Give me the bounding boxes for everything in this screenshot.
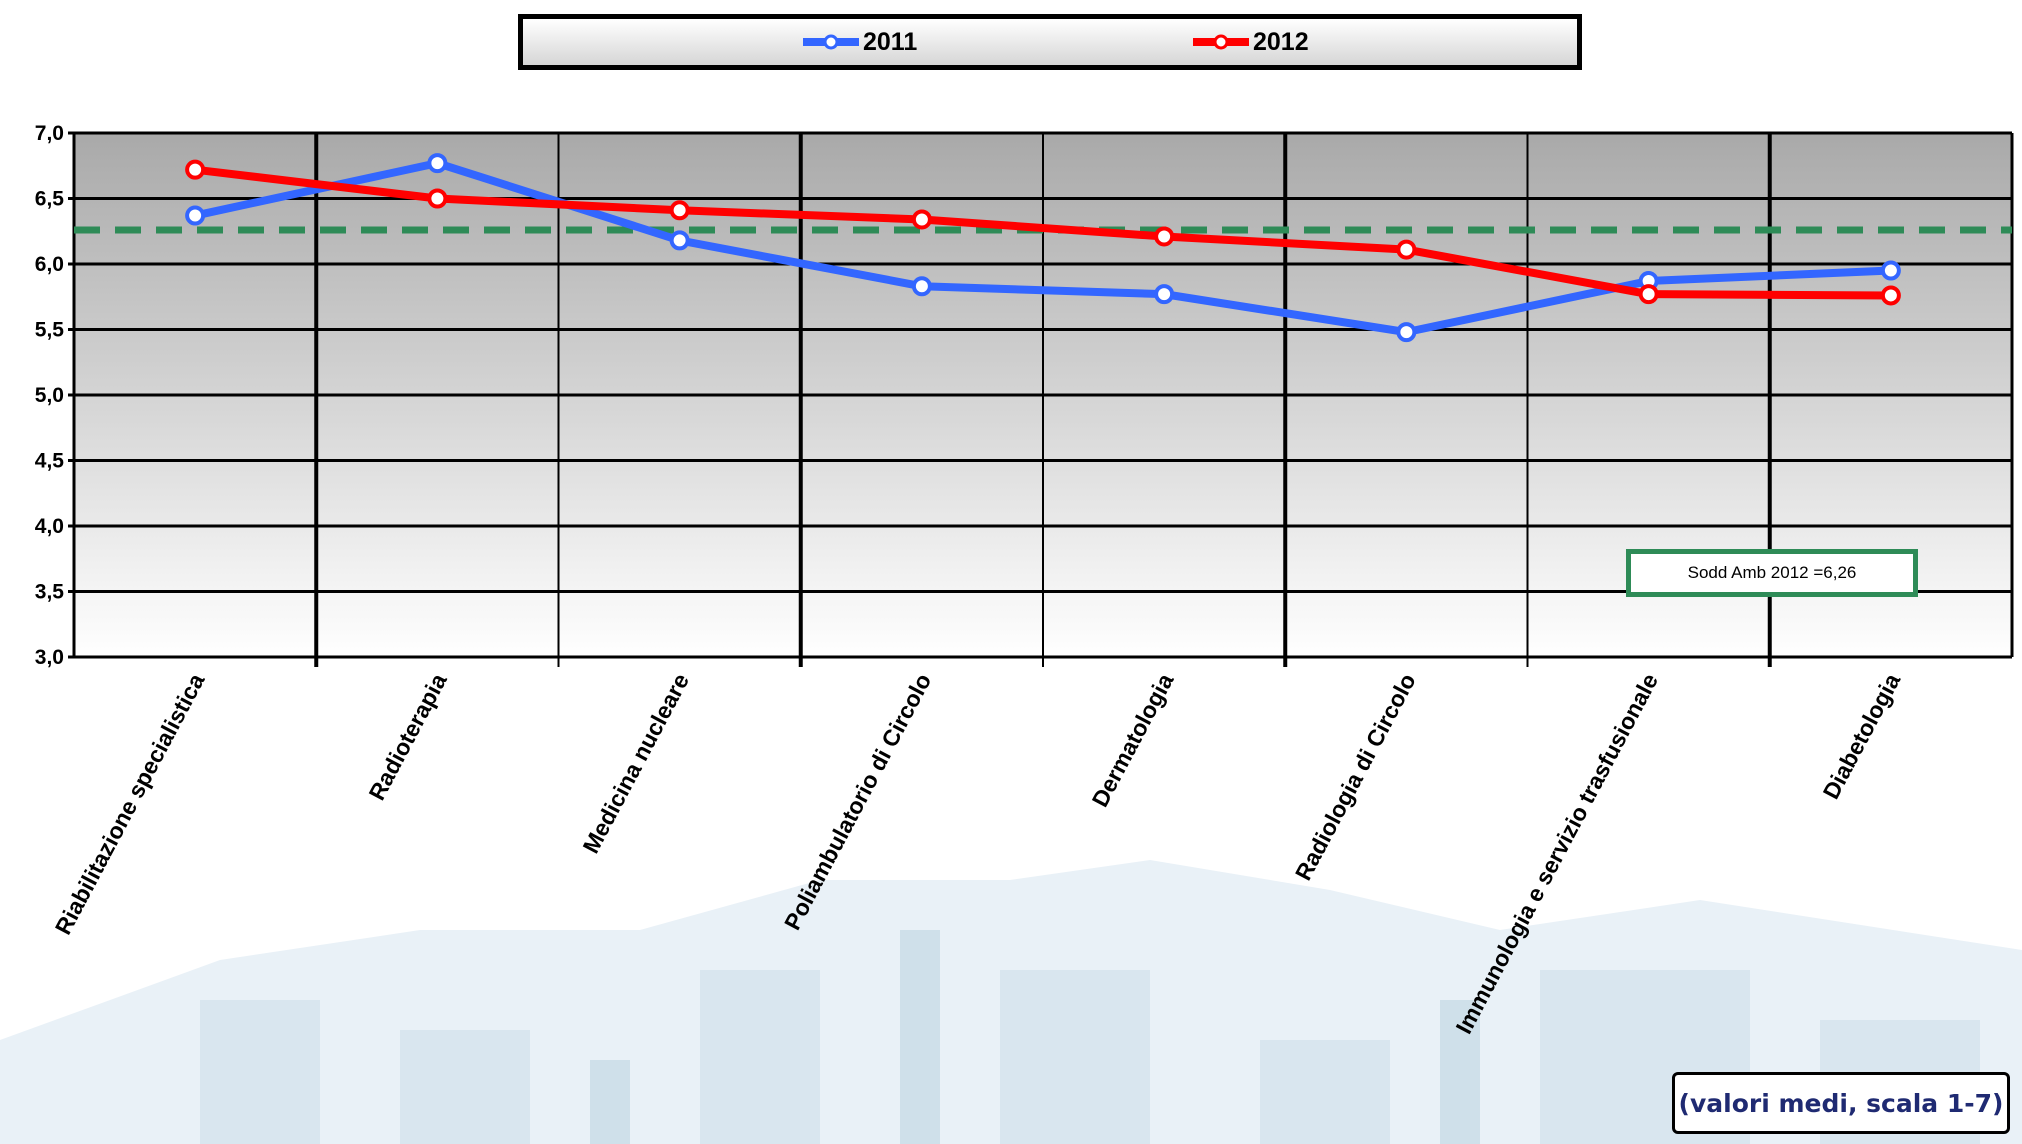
legend-item-2012: 2012 [1191, 19, 1309, 65]
y-tick-label: 5,0 [35, 384, 64, 407]
category-label: Radiologia di Circolo [1290, 669, 1421, 884]
reference-line-label: Sodd Amb 2012 =6,26 [1626, 549, 1918, 597]
category-label: Immunologia e servizio trasfusionale [1450, 669, 1663, 1038]
category-label: Poliambulatorio di Circolo [779, 669, 936, 934]
legend-2012-line-icon [1193, 34, 1249, 50]
category-label: Radioterapia [363, 669, 451, 804]
y-tick-label: 3,0 [35, 646, 64, 669]
data-point-2011 [1880, 260, 1901, 281]
category-label: Riabilitazione specialistica [50, 669, 210, 939]
y-tick-label: 4,0 [35, 515, 64, 538]
data-point-2012 [911, 209, 932, 230]
legend-2011-line-icon [803, 34, 859, 50]
data-point-2012 [1880, 285, 1901, 306]
data-point-2012 [1396, 239, 1417, 260]
series-line-2012 [194, 165, 1891, 300]
data-point-2011 [427, 153, 448, 174]
data-point-2012 [185, 159, 206, 180]
y-tick-label: 3,5 [35, 581, 65, 604]
data-point-2012 [669, 200, 690, 221]
legend-label-2012: 2012 [1253, 27, 1309, 56]
data-point-2012 [427, 188, 448, 209]
category-label: Medicina nucleare [577, 669, 694, 857]
y-tick-label: 4,5 [35, 450, 65, 473]
y-tick-label: 6,5 [35, 188, 65, 211]
category-label: Dermatologia [1087, 669, 1179, 811]
scale-note: (valori medi, scala 1-7) [1672, 1072, 2010, 1134]
data-point-2011 [911, 276, 932, 297]
data-point-2011 [185, 205, 206, 226]
y-tick-label: 7,0 [35, 122, 64, 145]
data-point-2011 [669, 230, 690, 251]
data-point-2011 [1396, 322, 1417, 343]
legend-label-2011: 2011 [863, 27, 918, 56]
legend-item-2011: 2011 [801, 19, 917, 65]
y-tick-label: 5,5 [35, 319, 65, 342]
data-point-2011 [1154, 284, 1175, 305]
data-point-2012 [1154, 226, 1175, 247]
category-label: Diabetologia [1818, 669, 1906, 803]
y-tick-label: 6,0 [35, 253, 64, 276]
legend: 2011 2012 [518, 14, 1582, 70]
data-point-2012 [1638, 284, 1659, 305]
